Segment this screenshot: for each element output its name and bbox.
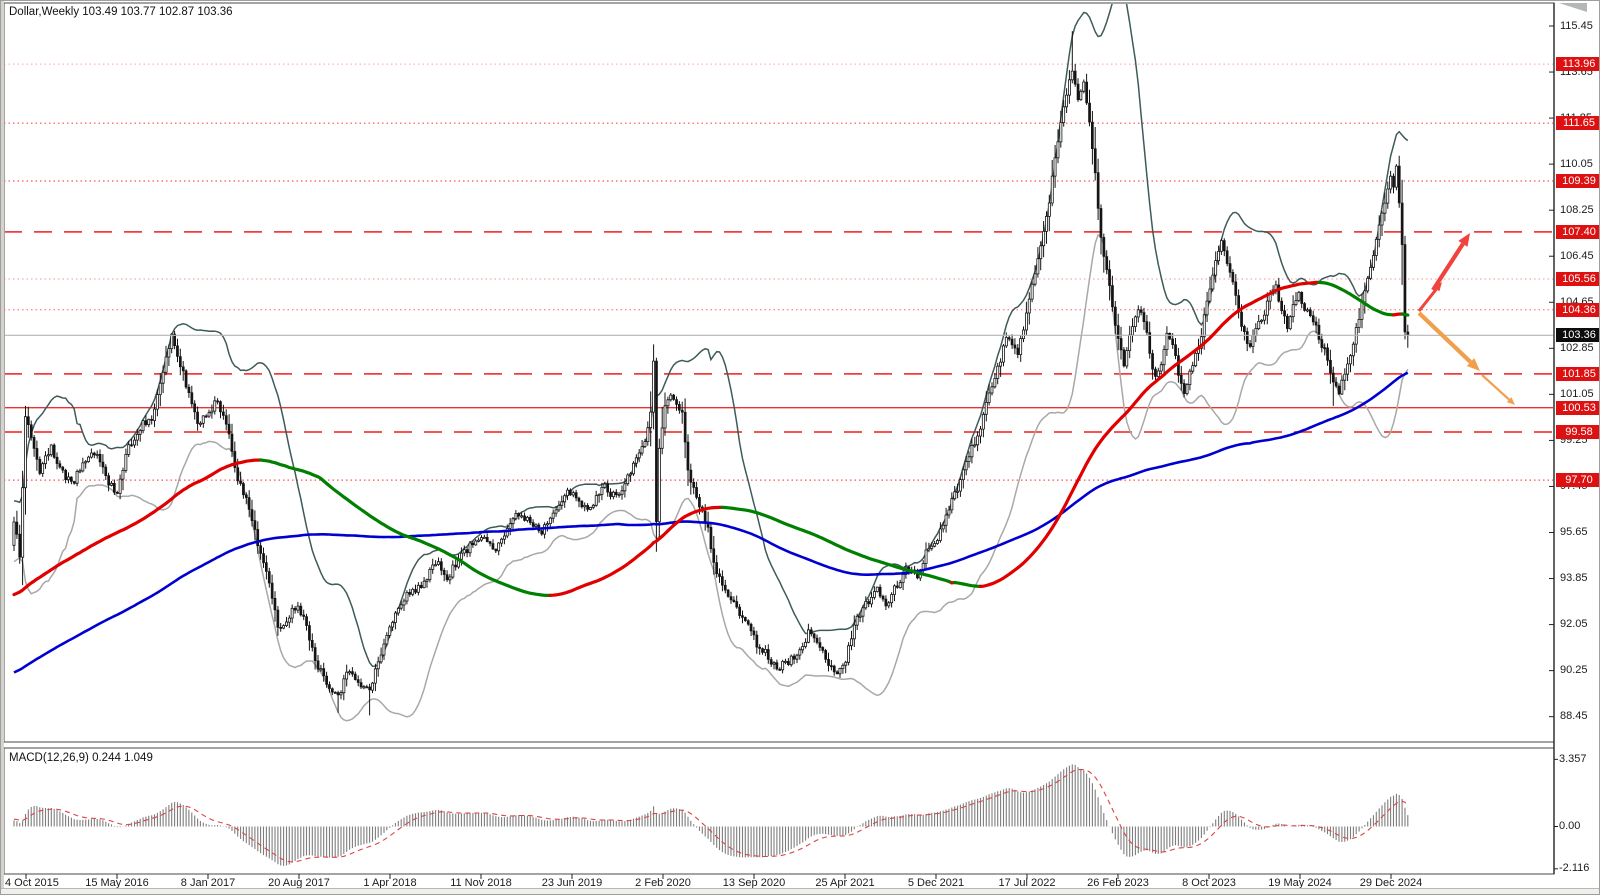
- time-tick-label: 8 Jan 2017: [180, 877, 236, 889]
- bollinger-lower-line: [13, 233, 1409, 722]
- window-bottom-border: [1, 888, 1599, 894]
- time-tick-label: 19 May 2024: [1268, 877, 1332, 889]
- time-tick-label: 25 Apr 2021: [815, 877, 875, 889]
- level-price-badge: 99.58: [1556, 424, 1599, 439]
- price-tick-label: 90.25: [1560, 664, 1588, 677]
- time-tick-label: 29 Dec 2024: [1359, 877, 1423, 889]
- projection-arrow-shaft: [1431, 242, 1465, 292]
- time-tick-label: 8 Oct 2023: [1182, 877, 1236, 889]
- fast-ma-falling-segment: [1400, 312, 1410, 317]
- time-tick-label: 1 Apr 2018: [363, 877, 417, 889]
- bullish-arrow-head: [1433, 282, 1442, 292]
- current-price-badge: 103.36: [1556, 328, 1599, 343]
- time-tick-label: 2 Feb 2020: [635, 877, 691, 889]
- level-price-badge: 100.53: [1556, 400, 1599, 415]
- time-tick-label: 5 Dec 2021: [907, 877, 965, 889]
- price-tick-label: 95.65: [1560, 525, 1588, 538]
- level-price-badge: 97.70: [1556, 473, 1599, 488]
- fast-ma-rising-segment: [548, 505, 724, 597]
- price-tick-label: 110.05: [1560, 157, 1593, 170]
- macd-tick-label: 3.357: [1559, 752, 1587, 765]
- time-tick-label: 13 Sep 2020: [722, 877, 786, 889]
- price-tick-label: 102.85: [1560, 341, 1594, 354]
- time-tick-label: 11 Nov 2018: [450, 877, 512, 889]
- chart-shift-marker: [1559, 3, 1587, 12]
- fast-ma-rising-segment: [12, 458, 263, 597]
- time-tick-label: 15 May 2016: [85, 877, 149, 889]
- price-pane-frame: [3, 2, 1555, 743]
- fast-ma-falling-segment: [953, 580, 983, 588]
- macd-histogram: [13, 764, 1409, 866]
- time-tick-label: 4 Oct 2015: [5, 877, 59, 889]
- projection-arrow-shaft: [1417, 288, 1438, 312]
- chart-title: Dollar,Weekly 103.49 103.77 102.87 103.3…: [9, 6, 233, 18]
- price-tick-label: 88.45: [1560, 710, 1588, 723]
- bearish-arrow-head: [1466, 358, 1480, 371]
- level-price-badge: 111.65: [1556, 116, 1599, 131]
- fast-ma-rising-segment: [978, 280, 1321, 588]
- time-tick-label: 26 Feb 2023: [1087, 877, 1149, 889]
- price-tick-label: 92.05: [1560, 618, 1588, 631]
- bull-candle-bodies: [12, 70, 1398, 696]
- price-tick-label: 115.45: [1560, 19, 1593, 32]
- macd-tick-label: -2.116: [1559, 862, 1590, 875]
- price-tick-label: 93.85: [1560, 572, 1588, 585]
- bullish-arrow-head: [1458, 233, 1470, 247]
- fast-ma-falling-segment: [720, 505, 954, 585]
- price-tick-label: 106.45: [1560, 249, 1594, 262]
- level-price-badge: 101.85: [1556, 366, 1599, 381]
- window-left-border: [1, 1, 4, 894]
- time-tick-label: 20 Aug 2017: [268, 877, 330, 889]
- level-price-badge: 104.36: [1556, 302, 1599, 317]
- macd-signal-line: [13, 768, 1409, 863]
- price-pane: [5, 4, 1553, 722]
- fast-ma-falling-segment: [1317, 280, 1396, 317]
- macd-indicator-label: MACD(12,26,9) 0.244 1.049: [9, 752, 153, 764]
- time-tick-label: 17 Jul 2022: [998, 877, 1056, 889]
- level-price-badge: 107.40: [1556, 224, 1599, 239]
- bear-candle-bodies: [15, 70, 1410, 696]
- bearish-arrow-head: [1506, 397, 1515, 405]
- projection-arrow-shaft: [1417, 311, 1473, 364]
- price-tick-label: 108.25: [1560, 203, 1594, 216]
- macd-tick-label: 0.00: [1559, 820, 1581, 832]
- price-tick-label: 101.05: [1560, 387, 1594, 400]
- macd-pane: [13, 764, 1409, 866]
- slow-ma-line: [13, 371, 1409, 674]
- fast-ma-falling-segment: [259, 458, 552, 597]
- level-price-badge: 113.96: [1556, 57, 1599, 72]
- level-price-badge: 109.39: [1556, 174, 1599, 189]
- projection-arrow-shaft: [1481, 374, 1510, 401]
- bollinger-upper-line: [13, 4, 1409, 667]
- level-price-badge: 105.56: [1556, 271, 1599, 286]
- macd-pane-frame: [3, 747, 1555, 875]
- time-tick-label: 23 Jun 2019: [541, 877, 603, 889]
